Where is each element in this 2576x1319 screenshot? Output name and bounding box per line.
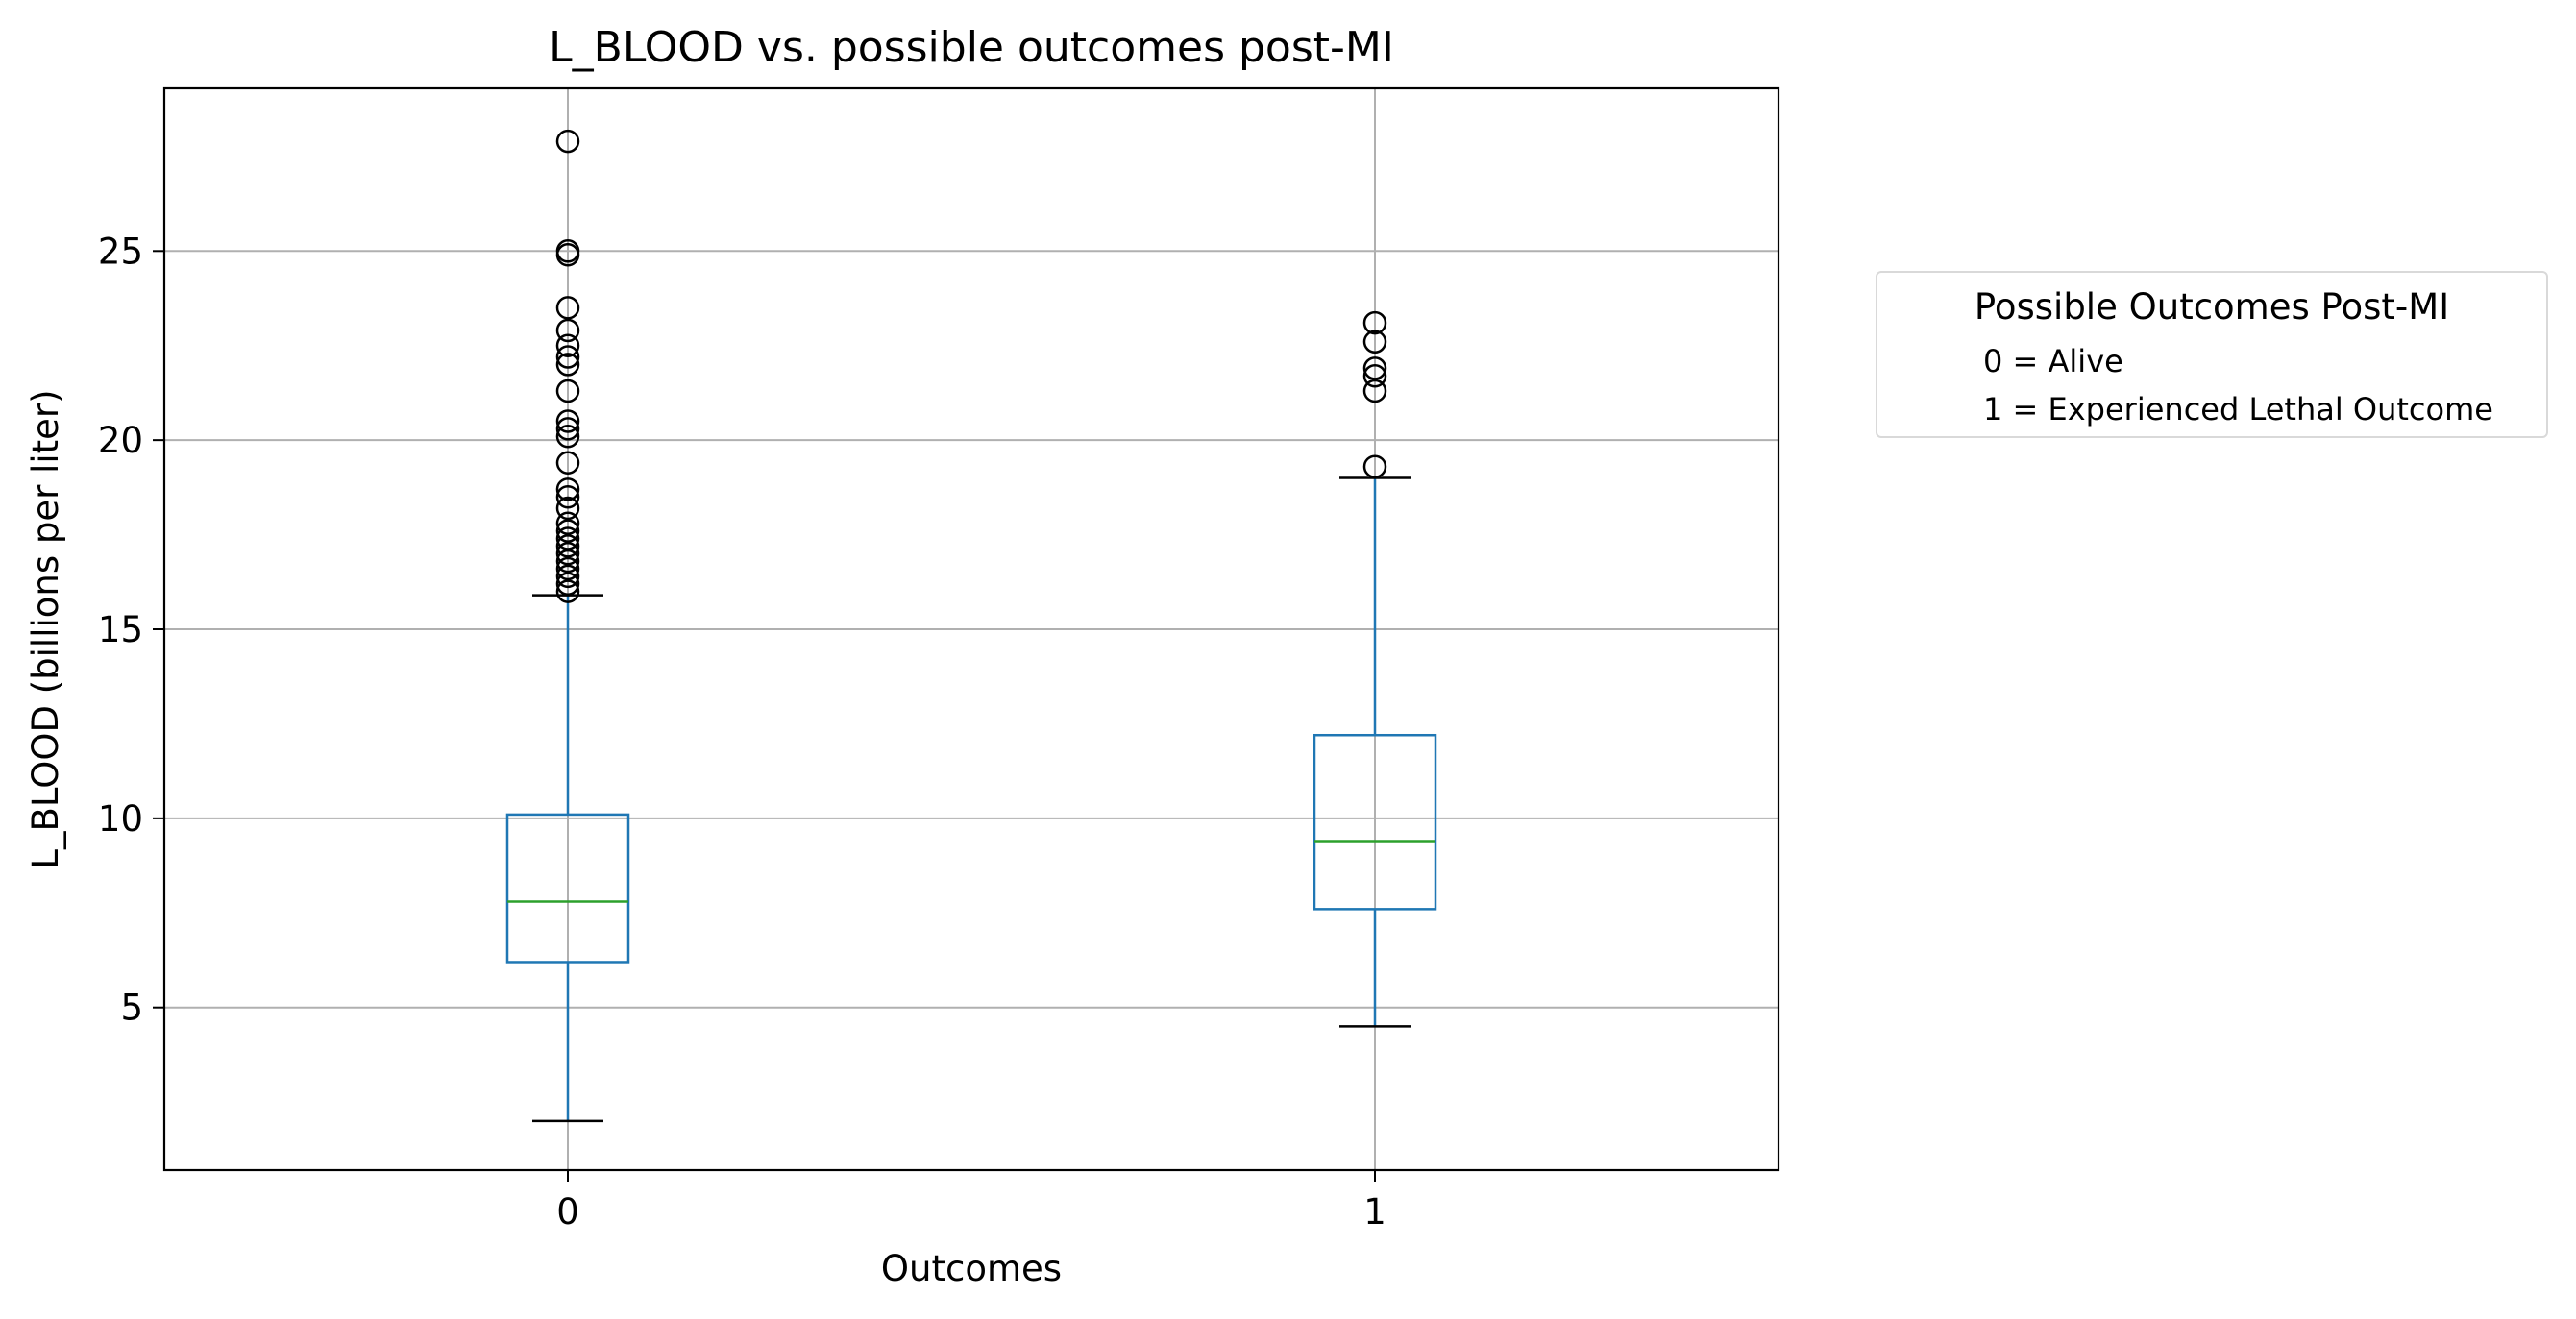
outlier-point bbox=[555, 572, 580, 597]
outlier-point bbox=[555, 424, 580, 449]
outlier-point bbox=[555, 549, 580, 574]
legend-title: Possible Outcomes Post-MI bbox=[1974, 286, 2450, 328]
legend: Possible Outcomes Post-MI 0 = Alive 1 = … bbox=[1876, 271, 2548, 438]
y-tick-label: 10 bbox=[98, 798, 143, 840]
outlier-point bbox=[1362, 363, 1387, 388]
y-axis-ticks: 5 10 15 20 25 bbox=[98, 231, 164, 1029]
outlier-point bbox=[555, 542, 580, 566]
outlier-point bbox=[555, 526, 580, 550]
box-plots bbox=[505, 129, 1437, 1123]
outlier-point bbox=[555, 379, 580, 403]
outlier-point bbox=[555, 296, 580, 320]
y-tick-label: 15 bbox=[98, 609, 143, 650]
y-tick-label: 5 bbox=[120, 988, 143, 1029]
outlier-point bbox=[555, 451, 580, 476]
outlier-point bbox=[1362, 310, 1387, 335]
outlier-point bbox=[555, 345, 580, 369]
outlier-point bbox=[555, 496, 580, 521]
outlier-point bbox=[555, 239, 580, 263]
iqr-box bbox=[505, 813, 630, 964]
iqr-box bbox=[1313, 733, 1437, 911]
chart-title: L_BLOOD vs. possible outcomes post-MI bbox=[549, 23, 1394, 72]
outlier-point bbox=[555, 417, 580, 441]
outlier-point bbox=[555, 333, 580, 357]
legend-entry-lethal-outcome: 1 = Experienced Lethal Outcome bbox=[1983, 391, 2493, 427]
x-tick-label: 0 bbox=[556, 1191, 579, 1233]
box-plot-0 bbox=[505, 129, 630, 1123]
outlier-point bbox=[555, 318, 580, 343]
outlier-point bbox=[555, 129, 580, 154]
outlier-point bbox=[555, 477, 580, 501]
outlier-point bbox=[1362, 330, 1387, 354]
x-tick-label: 1 bbox=[1363, 1191, 1386, 1233]
outlier-point bbox=[555, 484, 580, 509]
y-axis-label: L_BLOOD (billions per liter) bbox=[25, 389, 66, 868]
outlier-point bbox=[1362, 454, 1387, 478]
outlier-point bbox=[555, 579, 580, 603]
outlier-point bbox=[555, 409, 580, 433]
grid-lines bbox=[164, 88, 1779, 1170]
legend-entry-alive: 0 = Alive bbox=[1983, 343, 2123, 379]
outlier-point bbox=[555, 519, 580, 543]
outlier-point bbox=[555, 564, 580, 589]
box-plot-1 bbox=[1313, 310, 1437, 1028]
y-tick-label: 20 bbox=[98, 420, 143, 461]
outlier-point bbox=[555, 353, 580, 377]
outlier-point bbox=[1362, 379, 1387, 403]
x-axis-label: Outcomes bbox=[881, 1248, 1062, 1289]
outlier-point bbox=[555, 534, 580, 558]
outlier-point bbox=[555, 511, 580, 536]
y-tick-label: 25 bbox=[98, 231, 143, 272]
outlier-point bbox=[1362, 356, 1387, 380]
outlier-point bbox=[555, 556, 580, 581]
